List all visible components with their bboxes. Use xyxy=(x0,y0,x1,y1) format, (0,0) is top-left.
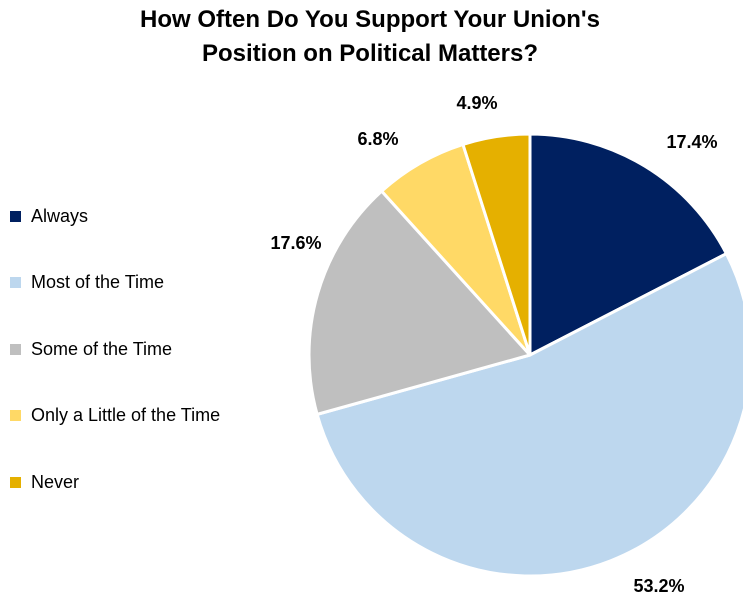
legend-swatch-only-a-little-of-the-time xyxy=(10,410,21,421)
legend-label-always: Always xyxy=(31,205,89,226)
legend-swatch-never xyxy=(10,476,21,488)
pie-slice-never xyxy=(461,132,532,357)
chart-title-line-1: How Often Do You Support Your Union's xyxy=(140,6,600,33)
pie-slice-some-of-the-time xyxy=(307,189,532,416)
chart-title-line-2: Position on Political Matters? xyxy=(201,40,539,67)
legend-swatch-always xyxy=(10,210,21,222)
legend-label-most-of-the-time: Most of the Time xyxy=(31,272,165,292)
data-label-some-of-the-time: 17.6% xyxy=(270,233,321,253)
legend-swatch-most-of-the-time xyxy=(10,277,21,288)
legend-label-some-of-the-time: Some of the Time xyxy=(31,338,173,359)
legend-item-most-of-the-time: Most of the Time xyxy=(10,272,220,294)
legend: Always Most of the Time Some of the Time… xyxy=(10,205,220,493)
legend-item-only-a-little-of-the-time: Only a Little of the Time xyxy=(10,405,220,427)
pie-slice-most-of-the-time xyxy=(315,252,743,578)
legend-item-never: Never xyxy=(10,471,220,493)
legend-swatch-some-of-the-time xyxy=(10,343,21,355)
legend-item-some-of-the-time: Some of the Time xyxy=(10,338,220,360)
legend-label-only-a-little-of-the-time: Only a Little of the Time xyxy=(31,405,221,425)
data-label-most-of-the-time: 53.2% xyxy=(633,576,684,596)
data-label-always: 17.4% xyxy=(666,132,717,152)
data-label-never: 4.9% xyxy=(456,93,497,113)
legend-label-never: Never xyxy=(31,471,80,492)
legend-item-always: Always xyxy=(10,205,220,227)
data-label-only-a-little-of-the-time: 6.8% xyxy=(357,129,398,149)
pie-slice-always xyxy=(528,132,728,357)
